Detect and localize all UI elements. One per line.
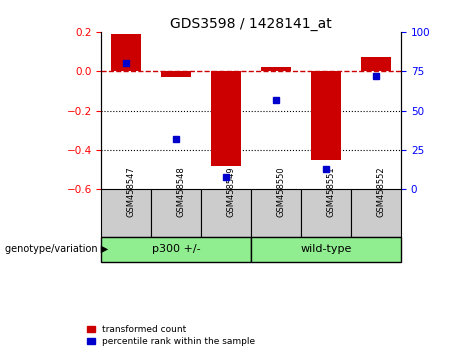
- Bar: [251, 189, 301, 237]
- Text: GSM458551: GSM458551: [326, 166, 335, 217]
- Text: wild-type: wild-type: [301, 244, 352, 255]
- Bar: [361, 57, 391, 71]
- Text: GSM458547: GSM458547: [126, 166, 136, 217]
- Bar: [261, 67, 291, 71]
- Text: p300 +/-: p300 +/-: [152, 244, 201, 255]
- Bar: [211, 71, 241, 166]
- Bar: [351, 189, 401, 237]
- Title: GDS3598 / 1428141_at: GDS3598 / 1428141_at: [171, 17, 332, 31]
- Text: GSM458548: GSM458548: [176, 166, 185, 217]
- Bar: [311, 71, 341, 160]
- Bar: [301, 189, 351, 237]
- Text: GSM458550: GSM458550: [276, 166, 285, 217]
- Legend: transformed count, percentile rank within the sample: transformed count, percentile rank withi…: [88, 325, 255, 346]
- Text: GSM458549: GSM458549: [226, 166, 235, 217]
- Bar: [251, 237, 401, 262]
- Bar: [161, 71, 191, 77]
- Text: GSM458552: GSM458552: [376, 166, 385, 217]
- Bar: [101, 189, 151, 237]
- Text: genotype/variation ▶: genotype/variation ▶: [5, 244, 108, 255]
- Bar: [151, 189, 201, 237]
- Bar: [201, 189, 251, 237]
- Bar: [101, 237, 251, 262]
- Bar: [112, 34, 142, 71]
